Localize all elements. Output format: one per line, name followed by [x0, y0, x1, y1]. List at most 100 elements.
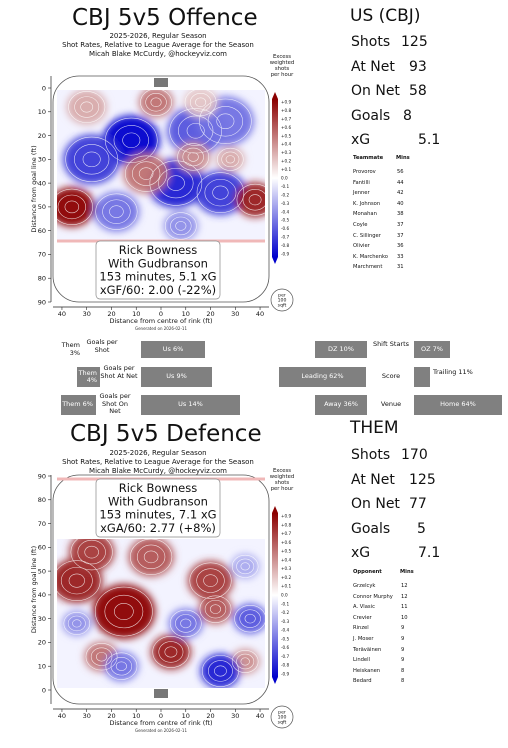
contour-11-1 [187, 152, 199, 162]
colorbar-tick-label: -0.6 [281, 226, 290, 231]
x-tick-label: 10 [132, 712, 140, 720]
contour-1-3 [57, 560, 101, 601]
colorbar-tick-label: +0.6 [281, 540, 292, 545]
y-tick-label: 20 [38, 639, 46, 647]
colorbar-tick-label: +0.2 [281, 575, 292, 580]
heat-blob-5 [150, 634, 191, 670]
contour-4-1 [203, 574, 218, 587]
colorbar-tick-label: -0.3 [281, 619, 290, 624]
defence-subtitle-line-2: Shot Rates, Relative to League Average f… [62, 458, 254, 466]
contour-14-3 [231, 554, 259, 578]
info-box-line-3: 153 minutes, 7.1 xG [99, 508, 216, 522]
table-row-name: A. Vlasic [353, 604, 375, 611]
y-tick-label: 50 [38, 203, 46, 211]
table-header-mins: Mins [400, 569, 414, 575]
stat-label: Goals [351, 107, 391, 124]
us-bar: Us 6% [141, 341, 205, 358]
x-tick-label: 30 [83, 310, 91, 318]
contour-1-1 [186, 123, 205, 139]
contour-9-3 [105, 652, 138, 680]
colorbar-tick-label: +0.2 [281, 159, 292, 164]
colorbar-title-4: per hour [271, 72, 294, 78]
colorbar-tick-label: +0.9 [281, 514, 292, 519]
stat-value: 93 [409, 58, 427, 75]
contour-4-2 [158, 167, 194, 199]
x-tick-label: 40 [58, 310, 66, 318]
colorbar-tick-label: -0.9 [281, 252, 290, 257]
y-tick-label: 0 [42, 84, 46, 92]
colorbar-tick-label: -0.1 [281, 184, 290, 189]
info-box-line-2: With Gudbranson [108, 256, 208, 270]
contour-3-1 [216, 113, 235, 130]
offence-subtitle-line-1: 2025-2026, Regular Season [109, 32, 207, 40]
table-row-mins: 11 [401, 604, 408, 611]
contour-9-1 [115, 661, 127, 671]
contour-13-1 [72, 619, 82, 628]
contour-4-3 [149, 160, 203, 206]
contour-6-3 [95, 193, 138, 230]
us-bar: Us 9% [141, 367, 212, 387]
table-row-mins: 42 [397, 190, 404, 197]
colorbar-tick-label: +0.4 [281, 557, 292, 562]
colorbar-title-4: per hour [271, 486, 294, 492]
unit-circle [270, 705, 294, 729]
contour-14-2 [189, 93, 212, 112]
colorbar-tick-label: -0.6 [281, 645, 290, 650]
table-row-name: Provorov [353, 169, 376, 175]
colorbar-tick-label: +0.3 [281, 150, 292, 155]
table-row-name: Teräväinen [353, 646, 382, 653]
table-row-name: K. Marchenko [353, 253, 388, 260]
offence-stats-heading: US (CBJ) [350, 6, 421, 26]
table-row-mins: 9 [401, 646, 405, 653]
y-tick-label: 90 [38, 472, 46, 480]
table-row-mins: 44 [397, 179, 404, 186]
x-tick-label: 30 [83, 712, 91, 720]
contour-8-1 [64, 200, 80, 214]
table-row-mins: 37 [397, 232, 404, 239]
heat-blob-0 [92, 584, 156, 639]
x-tick-label: 20 [206, 310, 214, 318]
table-row-mins: 40 [397, 200, 404, 207]
contour-11-2 [239, 609, 261, 628]
contour-6-1 [109, 205, 124, 218]
stat-row-xg: xG 5.1 [351, 132, 440, 148]
table-row-name: Connor Murphy [353, 593, 393, 600]
stat-row-on-net: On Net 77 [351, 496, 427, 512]
y-tick-label: 30 [38, 615, 46, 623]
stat-row-on-net: On Net 58 [351, 83, 427, 99]
stat-label: At Net [351, 471, 395, 488]
contour-4-1 [166, 175, 185, 191]
table-row-mins: 12 [401, 593, 408, 600]
colorbar-tick-label: -0.3 [281, 201, 290, 206]
stat-value: 125 [409, 471, 436, 488]
contour-13-2 [67, 615, 86, 632]
contour-14-1 [240, 562, 250, 571]
contour-3-3 [130, 539, 173, 575]
contour-15-2 [221, 151, 240, 168]
y-tick-label: 40 [38, 179, 46, 187]
x-tick-label: 30 [231, 712, 239, 720]
x-tick-label: 40 [256, 310, 264, 318]
heat-blob-3 [128, 539, 174, 577]
stat-row-xg: xG 7.1 [351, 545, 440, 561]
colorbar-tick-label: -0.9 [281, 672, 290, 677]
offence-subtitle: 2025-2026, Regular Season Shot Rates, Re… [58, 32, 258, 59]
contour-3-2 [207, 106, 244, 137]
them-bar: Them 3% [61, 341, 80, 357]
colorbar-tick-label: -0.4 [281, 209, 290, 214]
contour-3-3 [199, 98, 252, 144]
contour-2-3 [70, 539, 113, 571]
defence-subtitle-line-1: 2025-2026, Regular Season [109, 449, 207, 457]
contour-12-1 [150, 97, 162, 108]
share-row-label: Goals per Shot On Net [99, 392, 131, 415]
table-row-name: Marchment [353, 264, 383, 271]
defence-stats-heading: THEM [350, 418, 399, 438]
goal-net [154, 78, 168, 87]
contour-2-2 [77, 539, 106, 565]
heat-blob-7 [163, 211, 198, 241]
table-row-name: Lindell [353, 657, 370, 664]
x-tick-label: 20 [107, 310, 115, 318]
table-header-name: Opponent [353, 569, 382, 575]
stat-value: 5.1 [418, 132, 441, 148]
contour-2-1 [84, 545, 99, 559]
